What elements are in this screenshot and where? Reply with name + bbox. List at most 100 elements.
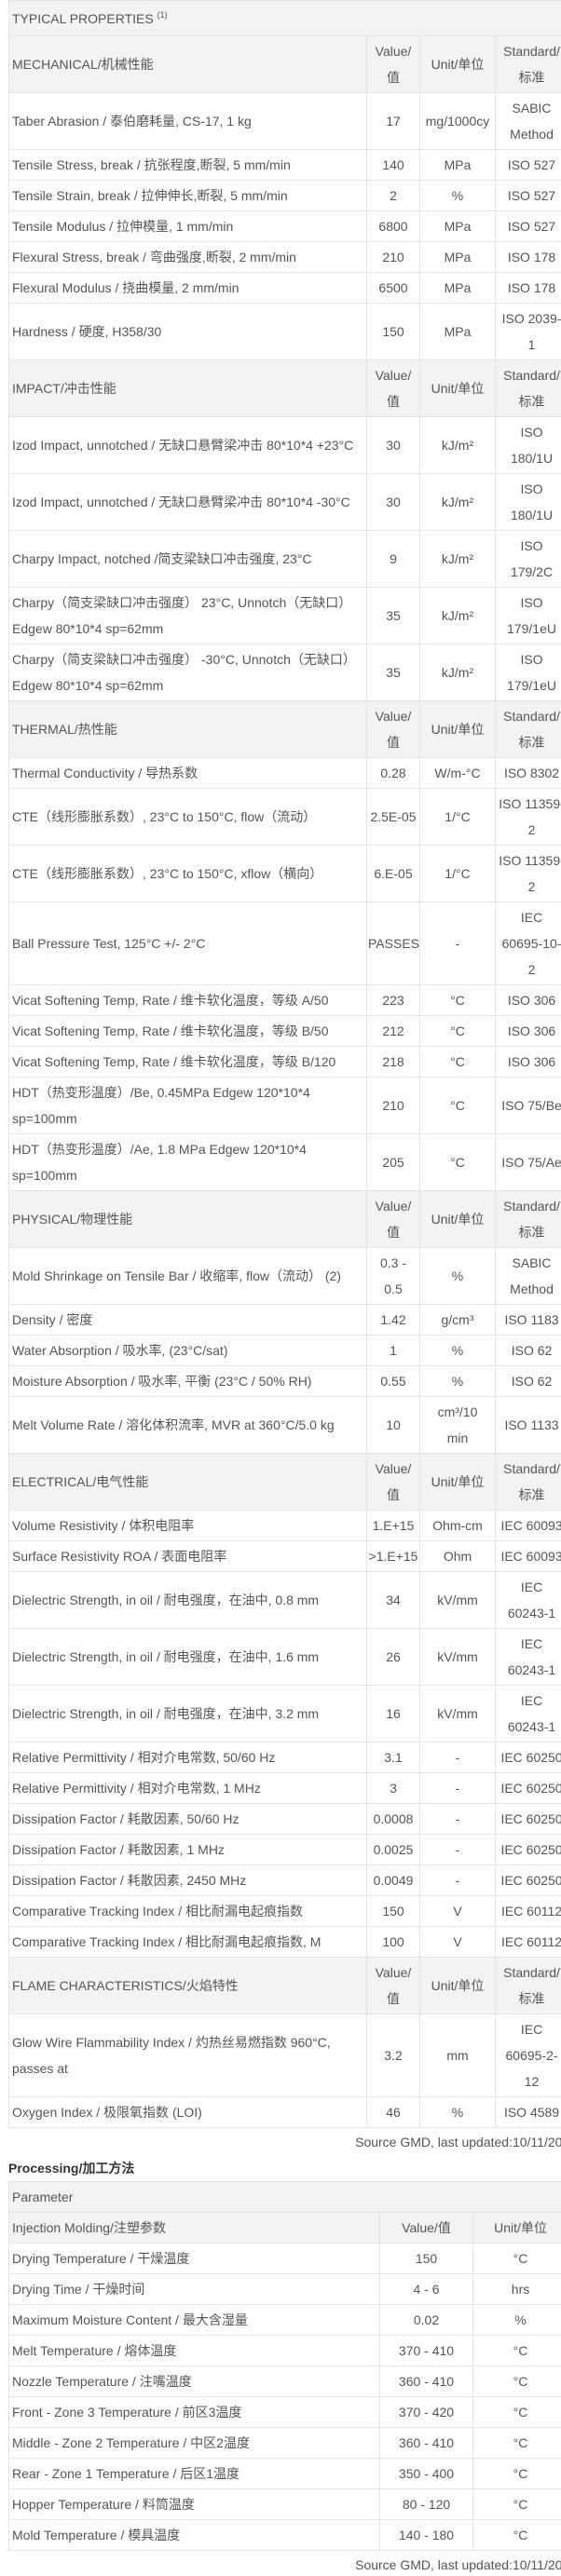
property-unit: MPa bbox=[420, 242, 496, 273]
property-value: 210 bbox=[367, 1078, 420, 1134]
parameter-label: Parameter bbox=[9, 2182, 561, 2213]
property-value: >1.E+15 bbox=[367, 1541, 420, 1572]
property-value: 0.3 - 0.5 bbox=[367, 1248, 420, 1305]
parameter-value: 150 bbox=[380, 2244, 473, 2274]
parameter-value: 360 - 410 bbox=[380, 2366, 473, 2397]
property-standard: ISO 179/2C bbox=[496, 531, 561, 588]
column-header-standard: Standard/ 标准 bbox=[496, 701, 561, 758]
property-standard: ISO 180/1U bbox=[496, 417, 561, 474]
property-value: 1.42 bbox=[367, 1305, 420, 1335]
table-row: Tensile Strain, break / 拉伸伸长,断裂, 5 mm/mi… bbox=[9, 181, 561, 211]
property-standard: SABIC Method bbox=[496, 93, 561, 150]
property-value: 16 bbox=[367, 1686, 420, 1742]
table-row: Glow Wire Flammability Index / 灼热丝易燃指数 9… bbox=[9, 2014, 561, 2097]
property-name: Flexural Stress, break / 弯曲强度,断裂, 2 mm/m… bbox=[9, 242, 367, 273]
property-standard: ISO 527 bbox=[496, 181, 561, 211]
property-unit: MPa bbox=[420, 150, 496, 181]
parameter-value: 0.02 bbox=[380, 2305, 473, 2336]
property-value: 3.1 bbox=[367, 1742, 420, 1773]
property-standard: ISO 8302 bbox=[496, 758, 561, 789]
table-row: Vicat Softening Temp, Rate / 维卡软化温度，等级 B… bbox=[9, 1047, 561, 1078]
source-note: Source GMD, last updated:10/11/2006 bbox=[8, 2131, 561, 2153]
property-value: 3 bbox=[367, 1773, 420, 1804]
table-row: Comparative Tracking Index / 相比耐漏电起痕指数, … bbox=[9, 1927, 561, 1958]
property-standard: IEC 60695-2- 12 bbox=[496, 2014, 561, 2097]
table-row: Oxygen Index / 极限氧指数 (LOI)46%ISO 4589 bbox=[9, 2097, 561, 2128]
property-standard: IEC 60250 bbox=[496, 1865, 561, 1896]
property-unit: - bbox=[420, 1835, 496, 1865]
parameter-unit: °C bbox=[473, 2244, 561, 2274]
parameter-unit: °C bbox=[473, 2520, 561, 2551]
footnote-marker: (1) bbox=[157, 10, 168, 20]
column-header-unit: Unit/单位 bbox=[473, 2213, 561, 2244]
property-value: 2 bbox=[367, 181, 420, 211]
property-unit: % bbox=[420, 1335, 496, 1366]
parameter-value: 360 - 410 bbox=[380, 2428, 473, 2459]
property-standard: IEC 60112 bbox=[496, 1927, 561, 1958]
parameter-value: 350 - 400 bbox=[380, 2459, 473, 2489]
property-name: Izod Impact, unnotched / 无缺口悬臂梁冲击 80*10*… bbox=[9, 474, 367, 531]
property-unit: % bbox=[420, 1248, 496, 1305]
column-header-standard: Standard/ 标准 bbox=[496, 36, 561, 93]
property-value: 35 bbox=[367, 588, 420, 644]
property-unit: kJ/m² bbox=[420, 417, 496, 474]
property-standard: ISO 178 bbox=[496, 242, 561, 273]
table-row: Flexural Stress, break / 弯曲强度,断裂, 2 mm/m… bbox=[9, 242, 561, 273]
property-standard: ISO 178 bbox=[496, 273, 561, 304]
parameter-name: Maximum Moisture Content / 最大含湿量 bbox=[9, 2305, 380, 2336]
property-value: 6800 bbox=[367, 211, 420, 242]
parameter-name: Mold Temperature / 模具温度 bbox=[9, 2520, 380, 2551]
property-unit: V bbox=[420, 1896, 496, 1927]
property-unit: kV/mm bbox=[420, 1629, 496, 1686]
parameter-name: Nozzle Temperature / 注嘴温度 bbox=[9, 2366, 380, 2397]
property-standard: IEC 60243-1 bbox=[496, 1686, 561, 1742]
column-header-standard: Standard/ 标准 bbox=[496, 360, 561, 417]
property-standard: IEC 60250 bbox=[496, 1742, 561, 1773]
parameter-value: 370 - 410 bbox=[380, 2336, 473, 2366]
property-value: 0.28 bbox=[367, 758, 420, 789]
property-standard: IEC 60093 bbox=[496, 1511, 561, 1541]
property-name: Flexural Modulus / 挠曲模量, 2 mm/min bbox=[9, 273, 367, 304]
property-name: Glow Wire Flammability Index / 灼热丝易燃指数 9… bbox=[9, 2014, 367, 2097]
property-unit: °C bbox=[420, 1047, 496, 1078]
property-name: Hardness / 硬度, H358/30 bbox=[9, 304, 367, 360]
table-row: Dielectric Strength, in oil / 耐电强度，在油中, … bbox=[9, 1629, 561, 1686]
property-standard: ISO 75/Ae bbox=[496, 1134, 561, 1191]
column-header-value: Value/ 值 bbox=[367, 1958, 420, 2014]
parameter-name: Hopper Temperature / 料筒温度 bbox=[9, 2489, 380, 2520]
property-name: Water Absorption / 吸水率, (23°C/sat) bbox=[9, 1335, 367, 1366]
property-standard: ISO 62 bbox=[496, 1335, 561, 1366]
section-name: THERMAL/热性能 bbox=[9, 701, 367, 758]
property-value: 10 bbox=[367, 1397, 420, 1454]
property-unit: % bbox=[420, 2097, 496, 2128]
property-standard: ISO 75/Be bbox=[496, 1078, 561, 1134]
property-value: 1 bbox=[367, 1335, 420, 1366]
parameter-unit: °C bbox=[473, 2336, 561, 2366]
property-value: 150 bbox=[367, 304, 420, 360]
property-name: Melt Volume Rate / 溶化体积流率, MVR at 360°C/… bbox=[9, 1397, 367, 1454]
property-name: Thermal Conductivity / 导热系数 bbox=[9, 758, 367, 789]
table-row: HDT（热变形温度）/Be, 0.45MPa Edgew 120*10*4 sp… bbox=[9, 1078, 561, 1134]
property-name: Oxygen Index / 极限氧指数 (LOI) bbox=[9, 2097, 367, 2128]
property-unit: Ohm-cm bbox=[420, 1511, 496, 1541]
property-unit: Ohm bbox=[420, 1541, 496, 1572]
property-standard: IEC 60093 bbox=[496, 1541, 561, 1572]
column-header-value: Value/ 值 bbox=[367, 36, 420, 93]
property-name: Mold Shrinkage on Tensile Bar / 收缩率, flo… bbox=[9, 1248, 367, 1305]
property-standard: IEC 60243-1 bbox=[496, 1629, 561, 1686]
property-value: 30 bbox=[367, 417, 420, 474]
property-name: CTE（线形膨胀系数）, 23°C to 150°C, xflow（横向） bbox=[9, 846, 367, 902]
